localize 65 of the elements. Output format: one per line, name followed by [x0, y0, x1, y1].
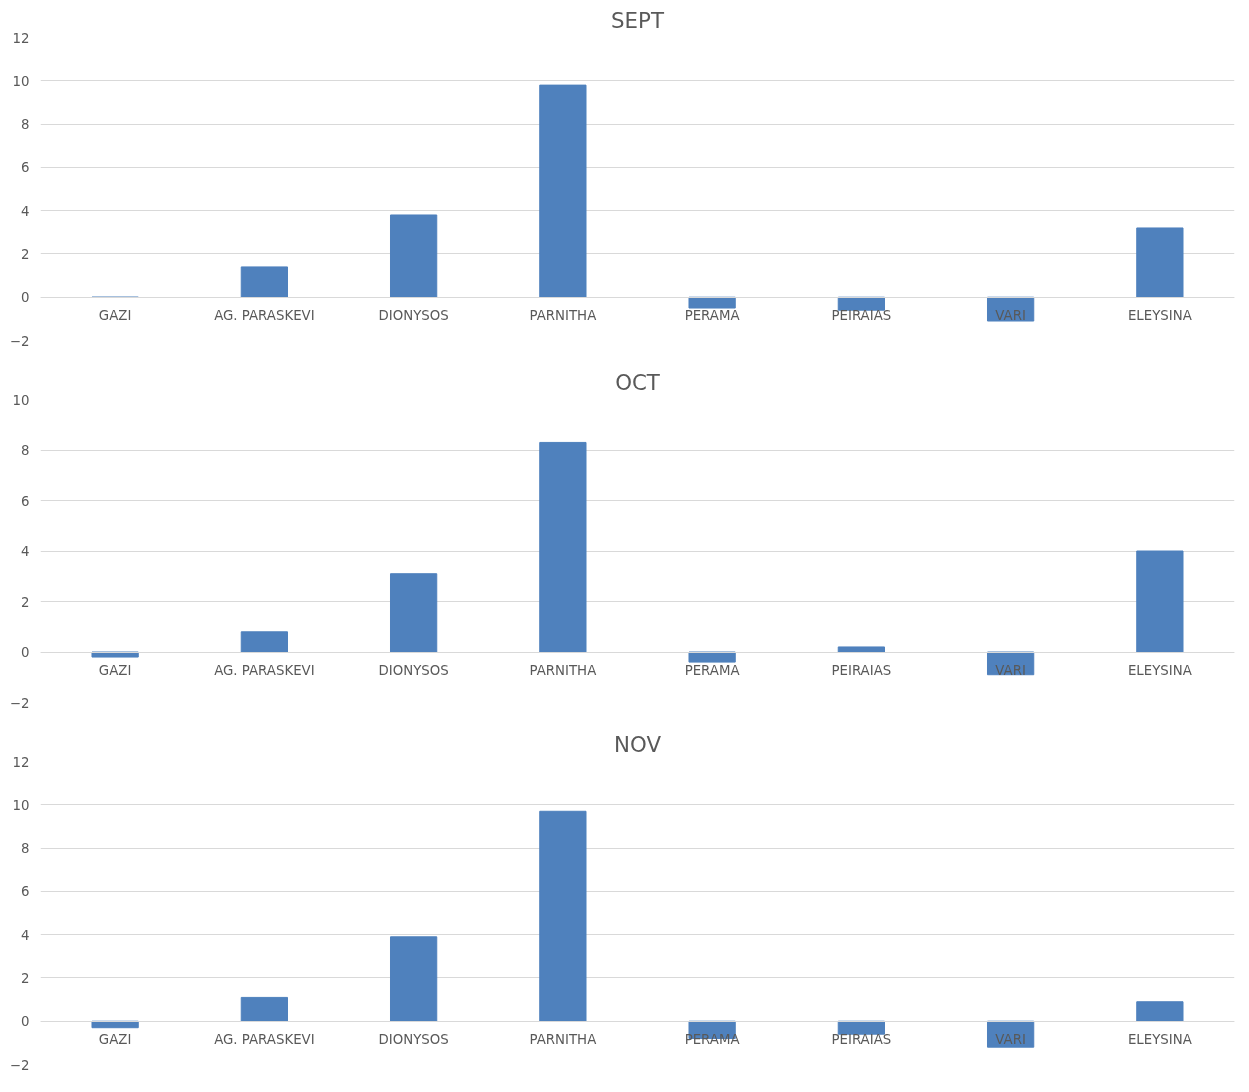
x-tick-label: ELEYSINA [1127, 663, 1192, 678]
y-tick-label: 4 [21, 203, 30, 219]
x-tick-label: PEIRAIAS [831, 1032, 892, 1048]
bar [539, 84, 587, 298]
y-tick-label: 10 [12, 797, 30, 813]
y-tick-label: 12 [12, 30, 30, 46]
y-tick-label: 0 [21, 1014, 30, 1030]
y-tick-label: −2 [9, 695, 30, 711]
bar [240, 996, 289, 1022]
y-tick-label: 6 [21, 493, 30, 509]
y-tick-label: 4 [21, 544, 30, 559]
y-tick-label: 8 [21, 117, 30, 133]
x-tick-label: PARNITHA [529, 663, 597, 678]
bar [539, 810, 587, 1022]
y-tick-label: 2 [21, 970, 30, 986]
chart-title: NOV [614, 731, 662, 757]
x-tick-label: ELEYSINA [1127, 1032, 1192, 1048]
x-tick-label: VARI [995, 308, 1026, 324]
x-tick-label: AG. PARASKEVI [214, 663, 315, 678]
x-tick-label: DIONYSOS [378, 663, 449, 678]
bar [837, 646, 886, 653]
y-tick-label: 6 [21, 884, 30, 900]
y-tick-label: 10 [12, 73, 30, 89]
x-tick-label: GAZI [98, 663, 132, 678]
x-tick-label: GAZI [98, 308, 132, 324]
bar [240, 266, 289, 298]
x-tick-label: PERAMA [684, 663, 740, 678]
y-tick-label: 0 [21, 290, 30, 306]
x-tick-label: VARI [995, 1032, 1026, 1048]
y-tick-label: 12 [12, 754, 30, 770]
x-tick-label: ELEYSINA [1127, 308, 1192, 324]
bar [1136, 227, 1184, 298]
y-tick-label: 6 [21, 160, 30, 176]
y-tick-label: 0 [21, 645, 30, 660]
y-tick-label: 10 [12, 392, 30, 408]
x-tick-label: DIONYSOS [378, 1032, 449, 1048]
x-tick-label: AG. PARASKEVI [214, 1032, 315, 1048]
x-tick-label: AG. PARASKEVI [214, 308, 315, 324]
bar [389, 214, 438, 298]
y-tick-label: 2 [21, 246, 30, 262]
chart-title: SEPT [611, 7, 665, 33]
bar [688, 296, 736, 309]
x-tick-label: GAZI [98, 1032, 132, 1048]
x-tick-label: PERAMA [684, 308, 740, 324]
bar [389, 936, 438, 1022]
x-tick-label: VARI [995, 663, 1026, 678]
y-tick-label: −2 [9, 1057, 30, 1073]
y-tick-label: 2 [21, 594, 30, 610]
bar [240, 631, 289, 653]
bar [688, 651, 736, 663]
bar [91, 651, 139, 658]
chart-title: OCT [615, 369, 661, 395]
x-tick-label: PARNITHA [529, 1032, 597, 1048]
y-tick-label: −2 [9, 333, 30, 349]
x-tick-label: PEIRAIAS [831, 308, 892, 324]
bar [1136, 550, 1184, 653]
bar [539, 441, 587, 653]
y-tick-label: 8 [21, 443, 30, 458]
x-tick-label: DIONYSOS [378, 308, 449, 324]
x-tick-label: PARNITHA [529, 308, 597, 324]
y-tick-label: 8 [21, 841, 30, 857]
bar [389, 573, 438, 653]
y-tick-label: 4 [21, 927, 30, 943]
bar [1136, 1001, 1184, 1022]
x-tick-label: PEIRAIAS [831, 663, 892, 678]
